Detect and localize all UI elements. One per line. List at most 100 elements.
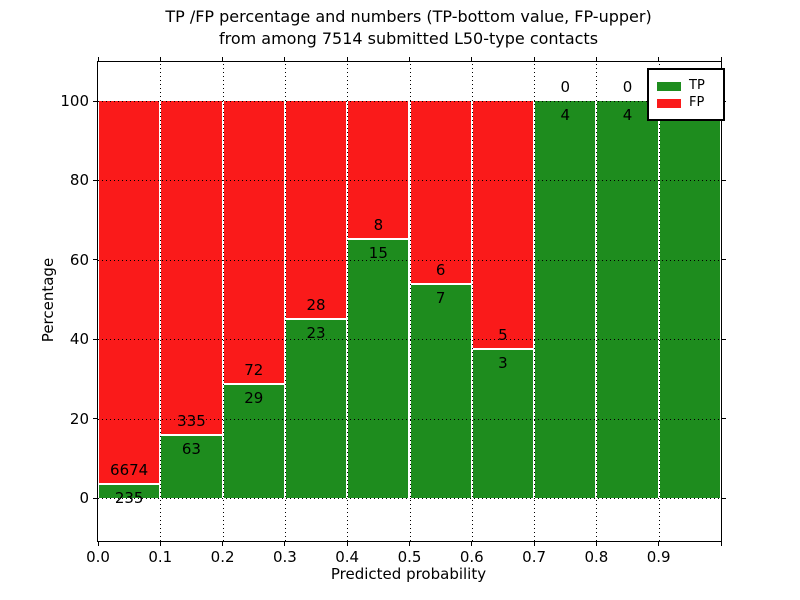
fp-count-label: 0 xyxy=(622,78,633,96)
y-tick xyxy=(93,100,97,102)
bar-segment-divider xyxy=(223,383,284,385)
y-tick-label: 20 xyxy=(69,409,89,428)
fp-bar-segment xyxy=(99,101,160,485)
x-tick xyxy=(533,542,535,546)
tp-count-label: 3 xyxy=(498,354,508,373)
tp-count-label: 29 xyxy=(244,389,264,407)
x-tick xyxy=(284,542,286,546)
y-tick xyxy=(93,338,97,340)
fp-bar-segment xyxy=(472,101,534,350)
x-tick xyxy=(222,542,224,546)
tp-bar-segment xyxy=(535,101,596,498)
legend-label-tp: TP xyxy=(689,78,705,93)
x-tick-top xyxy=(159,57,161,61)
legend-swatch-tp xyxy=(657,81,681,91)
x-tick-label: 0.6 xyxy=(459,548,484,566)
fp-count-label: 0 xyxy=(560,78,571,96)
x-tick-top xyxy=(97,57,99,61)
legend-item-tp: TP xyxy=(657,79,723,93)
y-tick-label: 100 xyxy=(60,92,89,110)
x-tick xyxy=(409,542,410,546)
plot-area: 100 80 60 40 20 0 0.9 0.8 0.7 0.6 0.5 0.4 0.3 0.2 0.1 0… xyxy=(60,57,726,566)
y-tick-right xyxy=(722,497,726,499)
bar-segment-divider xyxy=(472,348,534,351)
y-tick xyxy=(93,418,97,420)
bar-segment-divider xyxy=(99,483,160,486)
x-gridline xyxy=(658,62,660,541)
x-tick-label: 0.4 xyxy=(335,548,360,566)
fp-bar-segment xyxy=(285,101,347,319)
fp-count-label: 8 xyxy=(373,216,384,235)
tp-bar-segment xyxy=(161,435,222,498)
tp-bar-segment xyxy=(472,349,534,498)
legend-item-fp: FP xyxy=(657,96,723,110)
tp-count-label: 4 xyxy=(622,106,633,124)
chart-title: TP /FP percentage and numbers (TP-bottom… xyxy=(97,6,720,50)
y-tick-label: 60 xyxy=(69,250,89,269)
x-tick-label: 0.9 xyxy=(646,548,671,566)
x-gridline xyxy=(596,62,598,541)
fp-bar-segment xyxy=(223,101,284,384)
tp-count-label: 235 xyxy=(114,489,144,508)
legend-swatch-fp xyxy=(657,98,681,108)
fp-bar-segment xyxy=(161,101,222,436)
fp-bar-segment xyxy=(348,101,409,240)
x-gridline xyxy=(284,62,286,541)
x-tick-top xyxy=(346,57,348,61)
bar-segment-divider xyxy=(410,283,471,286)
bar-segment-divider xyxy=(161,434,222,437)
tp-count-label: 63 xyxy=(181,440,201,459)
bar-segment-divider xyxy=(285,317,347,320)
y-tick-label: 80 xyxy=(69,171,89,190)
x-gridline xyxy=(347,62,349,541)
x-tick-top xyxy=(471,57,473,61)
legend-label-fp: FP xyxy=(689,95,705,110)
fp-count-label: 72 xyxy=(244,361,264,379)
chart-title-line1: TP /FP percentage and numbers (TP-bottom… xyxy=(165,7,652,26)
fp-bar-segment xyxy=(410,101,471,285)
x-tick-top xyxy=(658,57,660,61)
tp-bar-segment xyxy=(285,318,347,498)
y-tick xyxy=(93,497,97,499)
x-tick-top xyxy=(533,57,535,61)
tp-count-label: 7 xyxy=(435,289,446,308)
x-gridline xyxy=(471,62,473,541)
x-tick-label: 0.8 xyxy=(584,548,609,566)
x-tick-label: 0.1 xyxy=(148,548,173,566)
tp-bar-segment xyxy=(659,101,720,498)
x-tick-top xyxy=(720,57,722,61)
fp-count-label: 335 xyxy=(177,412,206,431)
x-tick-label: 0.7 xyxy=(522,548,547,566)
x-tick-top xyxy=(409,57,410,61)
chart-title-line2: from among 7514 submitted L50-type conta… xyxy=(218,29,599,48)
legend: TP FP xyxy=(647,68,725,121)
tp-bar-segment xyxy=(410,284,471,498)
x-tick-label: 0.5 xyxy=(397,548,422,566)
x-gridline xyxy=(160,62,162,541)
tp-bar-segment xyxy=(348,239,409,498)
x-tick-top xyxy=(284,57,286,61)
y-tick-label: 40 xyxy=(69,330,89,349)
x-tick xyxy=(346,542,348,546)
fp-count-label: 5 xyxy=(498,326,508,345)
tp-bar-segment xyxy=(99,484,160,498)
x-gridline xyxy=(409,62,411,541)
y-tick-label: 0 xyxy=(79,489,89,507)
x-tick xyxy=(595,542,597,546)
x-tick-label: 0.0 xyxy=(86,548,110,566)
x-axis-title: Predicted probability xyxy=(330,565,487,583)
y-tick-right xyxy=(722,259,726,261)
x-tick-label: 0.3 xyxy=(272,548,297,566)
tp-count-label: 23 xyxy=(306,323,326,342)
x-tick xyxy=(97,542,99,546)
bar-segment-divider xyxy=(348,238,409,241)
x-tick-top xyxy=(595,57,597,61)
y-tick-right xyxy=(722,179,726,181)
x-tick-label: 0.2 xyxy=(210,548,235,566)
fp-count-label: 6674 xyxy=(110,461,149,480)
y-tick-right xyxy=(722,418,726,420)
x-tick xyxy=(471,542,473,546)
tp-bar-segment xyxy=(223,384,284,498)
y-tick xyxy=(93,259,97,261)
